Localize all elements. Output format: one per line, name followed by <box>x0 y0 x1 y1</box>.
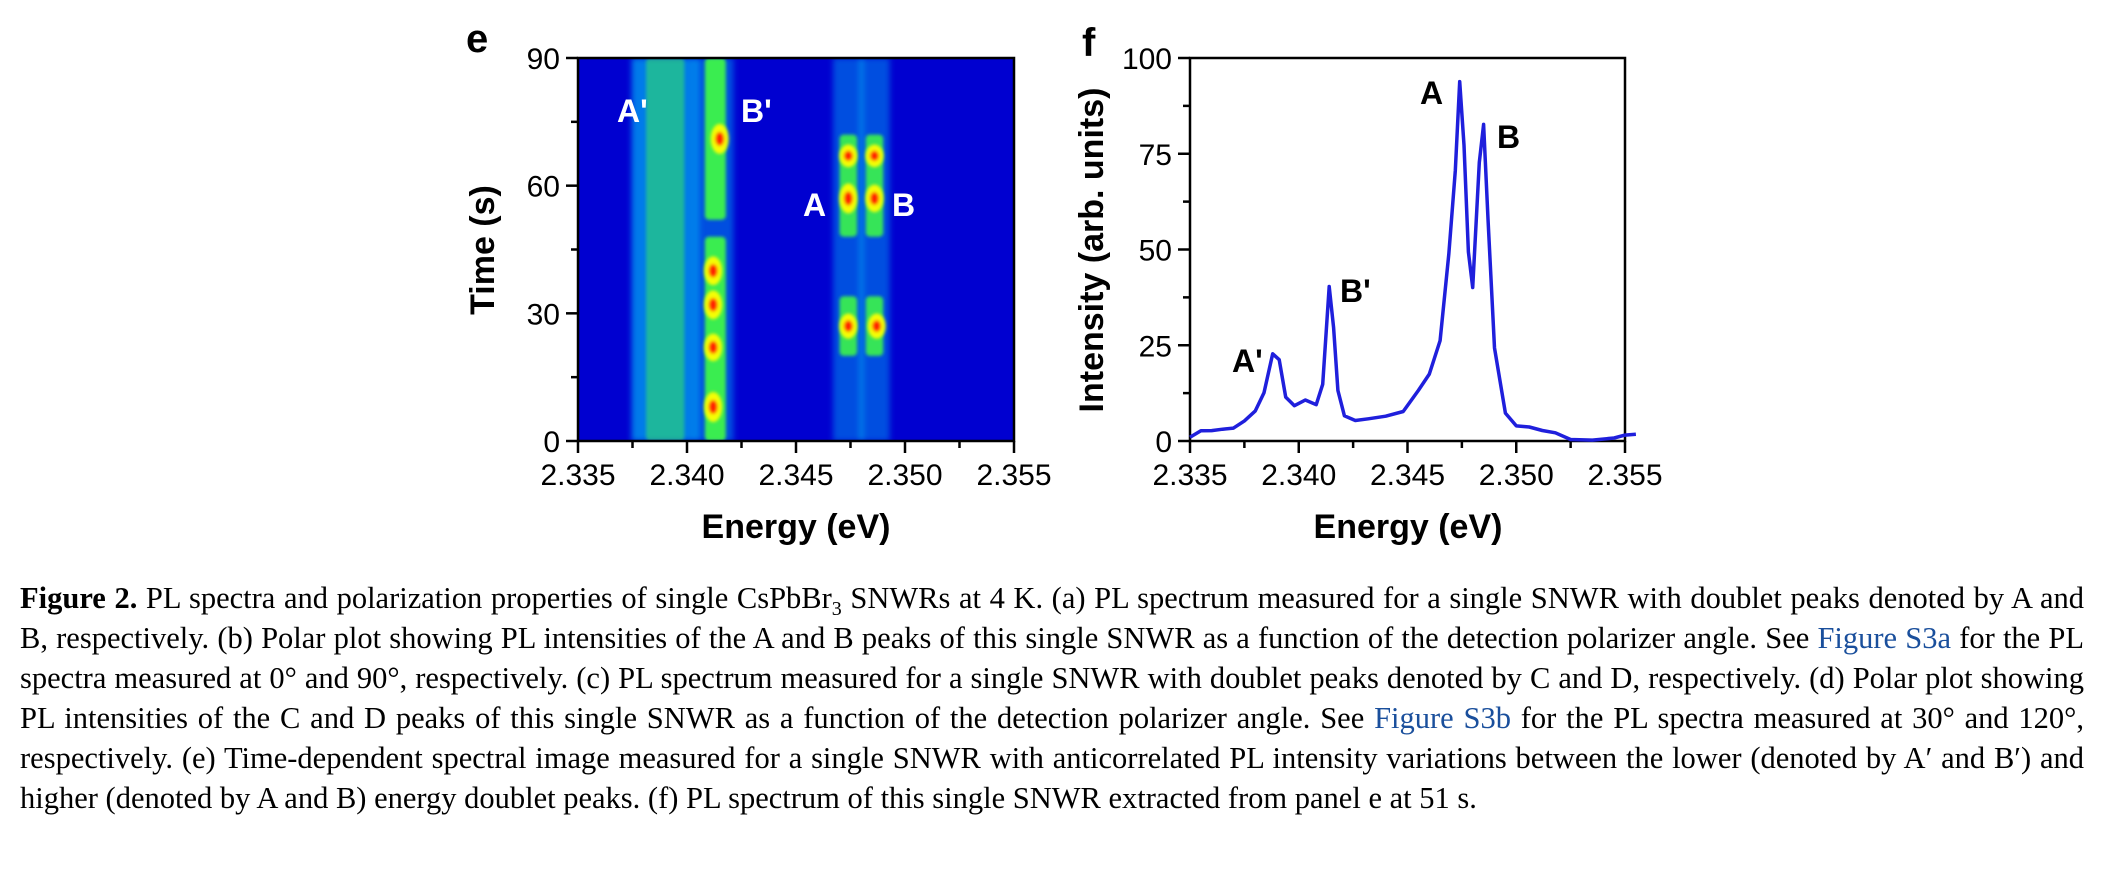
panel-e-x-tick-label: 2.345 <box>758 459 833 492</box>
spectrum-frame <box>1188 56 1627 443</box>
panel-f-y-tick-label: 0 <box>1155 426 1172 459</box>
heatmap-streak <box>646 58 685 441</box>
panel-e-letter: e <box>466 17 488 61</box>
panel-e-x-tick-label: 2.350 <box>867 459 942 492</box>
heatmap-line-haze <box>859 58 890 441</box>
caption-link-figure-s3b[interactable]: Figure S3b <box>1374 701 1511 735</box>
panel-f-x-tick-label: 2.355 <box>1587 459 1662 492</box>
caption-text-2: SNWRs at 4 K. (a) PL spectrum measured f… <box>20 581 2084 655</box>
annotation-b-f: B <box>1497 119 1520 155</box>
annotation-a-f: A <box>1420 75 1443 111</box>
heatmap-hotspot-core <box>708 399 718 414</box>
annotation-a-prime-f: A' <box>1232 343 1263 379</box>
heatmap-hotspot-core <box>869 192 879 205</box>
panel-f-letter: f <box>1082 21 1096 65</box>
annotation-a-prime-e: A' <box>617 93 648 129</box>
annotation-b-prime-f: B' <box>1340 273 1371 309</box>
panel-f-x-tick-label: 2.350 <box>1479 459 1554 492</box>
caption-label: Figure 2. <box>20 581 138 615</box>
panel-f-x-tick-label: 2.345 <box>1370 459 1445 492</box>
heatmap-hotspot-core <box>843 150 853 162</box>
figure-panels: e 2.335 2.340 2.345 2.350 2.355 0 30 60 90 A' B'… <box>464 17 1663 546</box>
panel-e-y-tick-label: 90 <box>527 43 560 76</box>
panel-e-ylabel: Time (s) <box>464 185 502 315</box>
panel-f-x-tick-label: 2.335 <box>1152 459 1227 492</box>
heatmap-hotspot-core <box>708 298 718 312</box>
panel-f-y-tick-label: 75 <box>1139 139 1172 172</box>
panel-e-y-tick-label: 0 <box>543 426 560 459</box>
heatmap-hotspot-core <box>843 191 853 206</box>
panel-f-xlabel: Energy (eV) <box>1314 508 1503 546</box>
panel-e-x-tick-label: 2.335 <box>540 459 615 492</box>
heatmap-intensity-layer <box>631 58 890 441</box>
panel-e-y-tick-label: 60 <box>527 171 560 204</box>
panel-f-ylabel: Intensity (arb. units) <box>1073 88 1111 413</box>
heatmap-hotspot-core <box>708 340 718 354</box>
heatmap-hotspot-core <box>843 320 853 332</box>
caption-subscript: 3 <box>831 598 842 621</box>
heatmap-hotspot-core <box>872 320 882 332</box>
annotation-b-e: B <box>892 187 915 223</box>
panel-f-y-tick-label: 50 <box>1139 235 1172 268</box>
panel-f-ticks: 2.335 2.340 2.345 2.350 2.355 0 25 50 75 100 <box>1122 43 1663 492</box>
panel-e-x-tick-label: 2.340 <box>649 459 724 492</box>
panel-f-x-tick-label: 2.340 <box>1261 459 1336 492</box>
caption-text-3: for the PL spectra measured at 0° and 90… <box>20 621 2084 735</box>
annotation-a-e: A <box>803 187 826 223</box>
heatmap-hotspot-core <box>869 150 879 162</box>
figure-caption: Figure 2. PL spectra and polarization pr… <box>20 578 2084 818</box>
spectrum-line <box>1189 79 1637 442</box>
panel-e-ticks: 2.335 2.340 2.345 2.350 2.355 0 30 60 90 <box>527 43 1052 492</box>
caption-link-figure-s3a[interactable]: Figure S3a <box>1817 621 1952 655</box>
annotation-b-prime-e: B' <box>741 93 772 129</box>
panel-f: f 2.335 2.340 2.345 2.350 2.355 0 25 50 75 100 A'… <box>1073 21 1663 546</box>
caption-text-1: PL spectra and polarization properties o… <box>137 581 832 615</box>
heatmap-line-haze <box>833 58 864 441</box>
panel-e: e 2.335 2.340 2.345 2.350 2.355 0 30 60 90 A' B'… <box>464 17 1052 546</box>
heatmap-hotspot-core <box>715 131 725 146</box>
panel-f-y-tick-label: 100 <box>1122 43 1172 76</box>
heatmap-hotspot-core <box>708 264 718 278</box>
panel-e-xlabel: Energy (eV) <box>702 508 891 546</box>
panel-f-y-tick-label: 25 <box>1139 330 1172 363</box>
caption-text-4: for the PL spectra measured at 30° and 1… <box>20 701 2085 815</box>
panel-e-x-tick-label: 2.355 <box>976 459 1051 492</box>
panel-e-y-tick-label: 30 <box>527 298 560 331</box>
